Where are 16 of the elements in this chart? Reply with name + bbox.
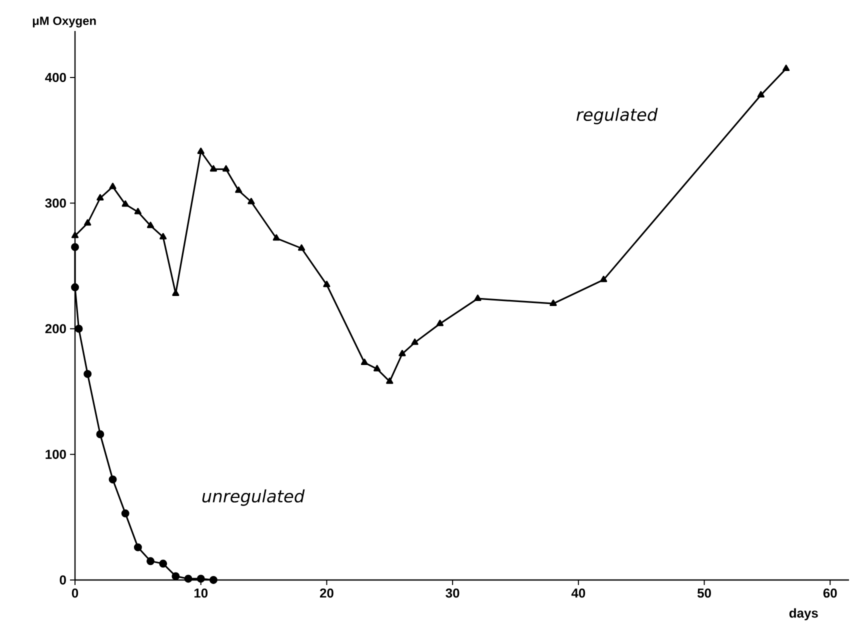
x-tick-label: 40 bbox=[571, 588, 586, 598]
y-tick-label: 100 bbox=[46, 450, 66, 459]
x-tick-label: 10 bbox=[194, 588, 208, 598]
y-tick-label: 400 bbox=[45, 72, 66, 82]
y-tick-label: 300 bbox=[45, 198, 66, 208]
x-axis-title: days bbox=[789, 608, 818, 620]
y-axis-title: μM Oxygen bbox=[32, 16, 96, 28]
annotation: regulated bbox=[576, 108, 658, 124]
x-tick-label: 30 bbox=[446, 588, 460, 598]
x-tick-label: 50 bbox=[697, 588, 711, 598]
x-tick-label: 0 bbox=[72, 588, 78, 598]
y-tick-label: 200 bbox=[45, 324, 66, 334]
annotation: unregulated bbox=[202, 489, 305, 506]
y-tick-label: 0 bbox=[60, 575, 66, 585]
x-tick-label: 60 bbox=[823, 588, 837, 598]
x-tick-label: 20 bbox=[320, 588, 334, 598]
